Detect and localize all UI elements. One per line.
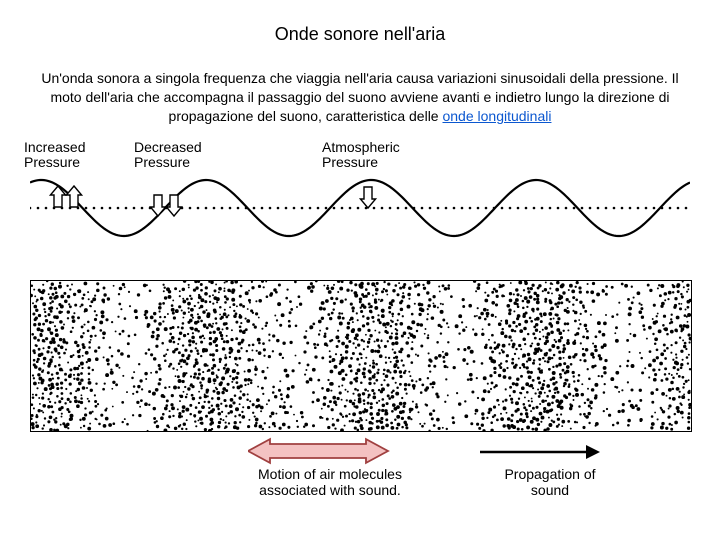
pressure-wave-panel: Increased Pressure Decreased Pressure At… — [30, 146, 690, 256]
increased-pressure-label: Increased Pressure — [24, 140, 85, 171]
longitudinal-wave-link[interactable]: onde longitudinali — [442, 108, 551, 124]
increased-pressure-arrows — [48, 184, 88, 214]
propagation-label: Propagation of sound — [480, 466, 620, 498]
air-molecules-svg — [31, 281, 691, 431]
decreased-text: Decreased — [134, 139, 202, 155]
decreased-pressure-arrows — [146, 182, 190, 220]
propagation-arrow — [480, 442, 620, 462]
motion-double-arrow — [248, 436, 408, 466]
description-text: Un'onda sonora a singola frequenza che v… — [41, 70, 678, 124]
air-molecules-panel — [30, 280, 692, 432]
figure: Increased Pressure Decreased Pressure At… — [30, 146, 690, 502]
increased-text: Increased — [24, 139, 85, 155]
pressure-text-2: Pressure — [134, 155, 202, 170]
bottom-annotation-row: Motion of air molecules associated with … — [30, 432, 690, 502]
atmospheric-pressure-arrow — [356, 180, 380, 210]
pressure-text-3: Pressure — [322, 155, 400, 170]
pressure-text-1: Pressure — [24, 155, 85, 170]
motion-line-2: associated with sound. — [259, 482, 401, 498]
motion-line-1: Motion of air molecules — [258, 466, 402, 482]
prop-line-1: Propagation of — [504, 466, 595, 482]
prop-line-2: sound — [531, 482, 569, 498]
decreased-pressure-label: Decreased Pressure — [134, 140, 202, 171]
description-paragraph: Un'onda sonora a singola frequenza che v… — [0, 45, 720, 130]
motion-label: Motion of air molecules associated with … — [240, 466, 420, 498]
atmospheric-pressure-label: Atmospheric Pressure — [322, 140, 400, 171]
atmospheric-text: Atmospheric — [322, 139, 400, 155]
page-title: Onde sonore nell'aria — [0, 0, 720, 45]
